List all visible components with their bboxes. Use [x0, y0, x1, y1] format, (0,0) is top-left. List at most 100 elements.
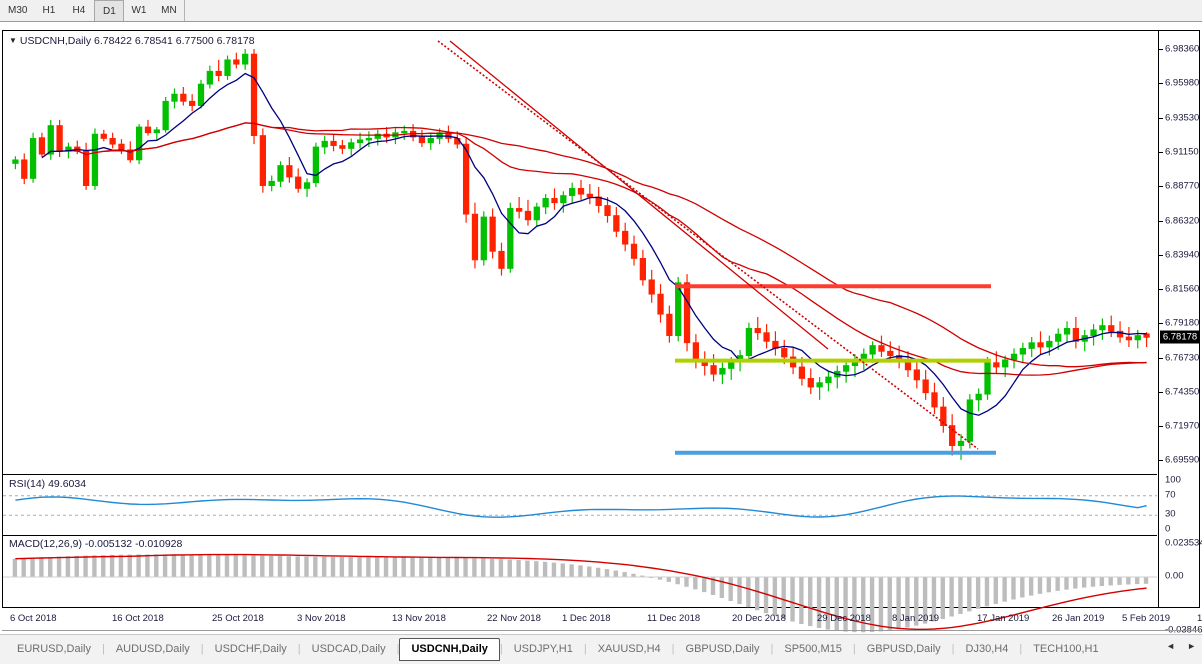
chart-tab-strip: EURUSD,Daily | AUDUSD,Daily | USDCHF,Daily | U… — [6, 636, 1110, 662]
slow-moving-average — [68, 122, 1147, 376]
current-price-tag: 6.78178 — [1160, 330, 1200, 344]
price-axis-tick — [1159, 460, 1163, 461]
rsi-header-label: RSI(14) 49.6034 — [9, 478, 87, 490]
price-axis-tick — [1159, 152, 1163, 153]
price-axis-label: 6.74350 — [1165, 386, 1200, 398]
timeframe-h4[interactable]: H4 — [64, 0, 94, 21]
price-axis-label: 6.71970 — [1165, 420, 1200, 432]
rsi-axis-label: 100 — [1165, 474, 1181, 486]
rsi-pane[interactable]: RSI(14) 49.6034 — [3, 474, 1157, 536]
price-axis-label: 6.76730 — [1165, 352, 1200, 364]
date-axis-label: 3 Nov 2018 — [297, 613, 346, 624]
timeframe-d1[interactable]: D1 — [94, 0, 125, 21]
price-axis-tick — [1159, 186, 1163, 187]
price-axis-label: 6.83940 — [1165, 249, 1200, 261]
price-axis-tick — [1159, 323, 1163, 324]
price-axis-label: 6.79180 — [1165, 317, 1200, 329]
date-axis-label: 25 Oct 2018 — [212, 613, 264, 624]
price-axis-tick — [1159, 289, 1163, 290]
date-axis-label: 16 Oct 2018 — [112, 613, 164, 624]
date-axis: 6 Oct 2018 16 Oct 2018 25 Oct 2018 3 Nov 20… — [2, 609, 1202, 631]
tab-separator: | — [101, 643, 105, 655]
chart-tab-audusd-daily[interactable]: AUDUSD,Daily — [115, 643, 190, 655]
price-axis-label: 6.98360 — [1165, 43, 1200, 55]
tab-separator: | — [671, 643, 675, 655]
value-axis[interactable]: 6.98360 6.95980 6.93530 6.91150 6.88770 6.863… — [1158, 31, 1202, 636]
tab-separator: | — [200, 643, 204, 655]
price-pane[interactable]: ▼ USDCNH,Daily 6.78422 6.78541 6.77500 6.… — [3, 31, 1157, 466]
chart-tab-dj30-h4[interactable]: DJ30,H4 — [965, 643, 1009, 655]
price-axis-label: 6.88770 — [1165, 180, 1200, 192]
macd-axis-label: 0.00 — [1165, 570, 1184, 582]
price-chart-canvas — [12, 40, 1150, 460]
date-axis-label: 29 Dec 2018 — [817, 613, 871, 624]
chart-tab-usdchf-daily[interactable]: USDCHF,Daily — [214, 643, 287, 655]
chart-tab-usdjpy-h1[interactable]: USDJPY,H1 — [513, 643, 573, 655]
timeframe-label: H1 — [42, 5, 56, 16]
tab-separator: | — [1019, 643, 1023, 655]
chart-tab-gbpusd-daily[interactable]: GBPUSD,Daily — [866, 643, 941, 655]
price-axis-tick — [1159, 49, 1163, 50]
macd-pane[interactable]: MACD(12,26,9) -0.005132 -0.010928 — [3, 535, 1157, 640]
chart-tab-usdcad-daily[interactable]: USDCAD,Daily — [311, 643, 386, 655]
fast-moving-average — [41, 72, 1147, 416]
chart-symbol-header: ▼ USDCNH,Daily 6.78422 6.78541 6.77500 6.… — [9, 35, 255, 47]
timeframe-label: W1 — [131, 5, 147, 16]
price-axis-label: 6.86320 — [1165, 215, 1200, 227]
price-axis-tick — [1159, 392, 1163, 393]
timeframe-label: M30 — [8, 5, 28, 16]
timeframe-h1[interactable]: H1 — [34, 0, 64, 21]
chart-tab-eurusd-daily[interactable]: EURUSD,Daily — [17, 643, 91, 655]
date-axis-label: 26 Jan 2019 — [1052, 613, 1105, 624]
price-axis-label: 6.69590 — [1165, 454, 1200, 466]
rsi-line — [15, 495, 1147, 518]
date-axis-label: 11 Dec 2018 — [647, 613, 701, 624]
macd-signal-line — [15, 553, 1147, 630]
tab-separator: | — [499, 643, 503, 655]
price-axis-tick — [1159, 221, 1163, 222]
timeframe-mn[interactable]: MN — [154, 0, 184, 21]
price-axis-tick — [1159, 426, 1163, 427]
rsi-chart-canvas — [3, 495, 1157, 518]
price-axis-tick — [1159, 118, 1163, 119]
chart-tab-sp500-m15[interactable]: SP500,M15 — [784, 643, 842, 655]
macd-axis-label: 0.023534 — [1165, 537, 1202, 549]
price-axis-label: 6.91150 — [1165, 146, 1199, 158]
downtrend-line — [437, 40, 979, 450]
rsi-axis-label: 0 — [1165, 523, 1171, 535]
chart-tab-bar: EURUSD,Daily | AUDUSD,Daily | USDCHF,Daily | U… — [0, 634, 1202, 664]
tab-separator: | — [951, 643, 955, 655]
date-axis-label: 8 Jan 2019 — [892, 613, 940, 624]
date-axis-label: 17 Jan 2019 — [977, 613, 1030, 624]
chart-tab-gbpusd-daily[interactable]: GBPUSD,Daily — [685, 643, 760, 655]
date-axis-label: 14 Feb 2019 — [1197, 613, 1202, 624]
date-axis-label: 1 Dec 2018 — [562, 613, 611, 624]
chart-tab-xauusd-h4[interactable]: XAUUSD,H4 — [597, 643, 661, 655]
price-axis-tick — [1159, 83, 1163, 84]
scroll-right-icon[interactable]: ► — [1187, 641, 1196, 651]
date-axis-label: 22 Nov 2018 — [487, 613, 541, 624]
chart-tab-tech100-h1[interactable]: TECH100,H1 — [1033, 643, 1099, 655]
timeframe-w1[interactable]: W1 — [124, 0, 154, 21]
date-axis-label: 6 Oct 2018 — [10, 613, 57, 624]
tab-separator: | — [583, 643, 587, 655]
timeframe-label: MN — [161, 5, 177, 16]
chart-frame[interactable]: ▼ USDCNH,Daily 6.78422 6.78541 6.77500 6.… — [2, 30, 1202, 636]
candlestick-series — [12, 49, 1150, 460]
tab-separator: | — [852, 643, 856, 655]
timeframe-label: D1 — [103, 5, 116, 17]
chart-tab-usdcnh-daily[interactable]: USDCNH,Daily — [399, 637, 500, 661]
timeframe-label: H4 — [72, 5, 86, 16]
tab-separator: | — [297, 643, 301, 655]
date-axis-label: 13 Nov 2018 — [392, 613, 446, 624]
tab-separator: | — [396, 643, 400, 655]
price-axis-label: 6.95980 — [1165, 77, 1200, 89]
timeframe-m30[interactable]: M30 — [2, 0, 34, 21]
collapse-arrow-icon[interactable]: ▼ — [9, 36, 17, 45]
scroll-left-icon[interactable]: ◄ — [1166, 641, 1176, 651]
price-axis-tick — [1159, 255, 1163, 256]
date-axis-label: 5 Feb 2019 — [1122, 613, 1171, 624]
price-axis-label: 6.81560 — [1165, 283, 1200, 295]
price-axis-tick — [1159, 358, 1163, 359]
